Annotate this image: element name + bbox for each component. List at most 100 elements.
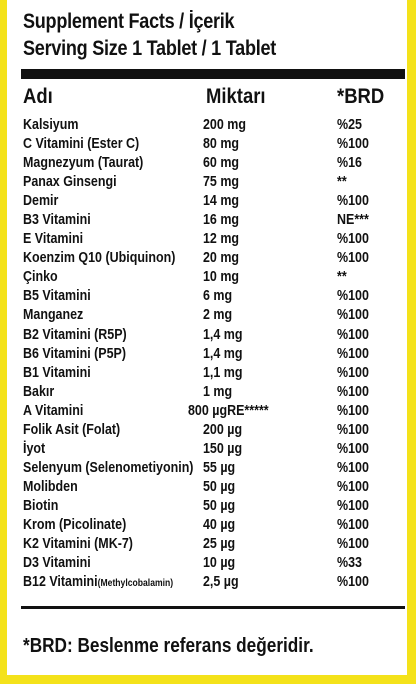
nutrient-amount: 200 mg: [203, 117, 246, 133]
nutrient-brd: %100: [337, 459, 369, 476]
nutrient-name: Koenzim Q10 (Ubiquinon): [23, 250, 176, 267]
nutrient-name: Kalsiyum: [23, 117, 79, 133]
nutrient-amount: 40 µg: [203, 516, 236, 533]
table-row: B6 Vitamini (P5P) 1,4 mg %100: [7, 345, 413, 364]
nutrient-brd: %100: [337, 345, 369, 362]
serving-size: Serving Size 1 Tablet / 1 Tablet: [23, 37, 277, 60]
nutrient-name: C Vitamini (Ester C): [23, 136, 140, 153]
nutrient-amount: 150 µg: [203, 440, 243, 457]
footer-note: *BRD: Beslenme referans değeridir.: [23, 635, 314, 657]
nutrient-brd: %25: [337, 117, 362, 133]
column-header-amount: Miktarı: [206, 85, 266, 108]
nutrient-amount: 16 mg: [203, 212, 240, 229]
nutrient-amount: 6 mg: [203, 288, 233, 305]
nutrient-brd: %100: [337, 383, 369, 400]
table-row: Koenzim Q10 (Ubiquinon) 20 mg %100: [7, 249, 413, 268]
nutrient-name: B3 Vitamini: [23, 212, 91, 229]
table-row: İyot 150 µg %100: [7, 440, 413, 459]
table-row: B2 Vitamini (R5P) 1,4 mg %100: [7, 326, 413, 345]
nutrient-brd: %16: [337, 155, 362, 172]
nutrient-amount: 800 µgRE*****: [188, 402, 269, 419]
table-row: K2 Vitamini (MK-7) 25 µg %100: [7, 535, 413, 554]
nutrient-name: Selenyum (Selenometiyonin): [23, 459, 194, 476]
nutrient-brd: NE***: [337, 212, 369, 229]
column-header-brd: *BRD: [337, 85, 385, 108]
nutrient-table: Kalsiyum 200 mg %25 C Vitamini (Ester C) 80 …: [7, 116, 413, 592]
nutrient-name: Molibden: [23, 478, 78, 495]
nutrient-amount: 50 µg: [203, 478, 236, 495]
table-row: Molibden 50 µg %100: [7, 478, 413, 497]
nutrient-brd: %100: [337, 136, 369, 153]
nutrient-amount: 2 mg: [203, 307, 233, 324]
nutrient-name-detail: (Methylcobalamin): [97, 578, 174, 590]
nutrient-amount: 200 µg: [203, 421, 243, 438]
page-title: Supplement Facts / İçerik: [23, 10, 235, 33]
nutrient-amount: 2,5 µg: [203, 574, 239, 591]
table-row: Kalsiyum 200 mg %25: [7, 116, 413, 135]
nutrient-brd: %100: [337, 250, 369, 267]
nutrient-brd: %100: [337, 231, 369, 248]
nutrient-name: B12 Vitamini(Methylcobalamin): [23, 574, 174, 591]
nutrient-brd: %100: [337, 326, 369, 343]
nutrient-name: D3 Vitamini: [23, 555, 91, 572]
nutrient-brd: %100: [337, 364, 369, 381]
nutrient-amount: 20 mg: [203, 250, 240, 267]
nutrient-amount: 50 µg: [203, 497, 236, 514]
nutrient-amount: 1,1 mg: [203, 364, 243, 381]
table-row: Bakır 1 mg %100: [7, 383, 413, 402]
nutrient-amount: 1 mg: [203, 383, 233, 400]
table-row: B5 Vitamini 6 mg %100: [7, 287, 413, 306]
nutrient-amount: 10 µg: [203, 555, 236, 572]
column-header-name: Adı: [23, 85, 53, 108]
table-row: Biotin 50 µg %100: [7, 497, 413, 516]
nutrient-brd: **: [337, 269, 347, 286]
table-row: A Vitamini 800 µgRE***** %100: [7, 402, 413, 421]
nutrient-name: B6 Vitamini (P5P): [23, 345, 127, 362]
nutrient-brd: %100: [337, 516, 369, 533]
nutrient-amount: 75 mg: [203, 174, 240, 191]
nutrient-brd: %100: [337, 402, 369, 419]
nutrient-name: A Vitamini: [23, 402, 84, 419]
nutrient-name: K2 Vitamini (MK-7): [23, 536, 133, 553]
nutrient-amount: 55 µg: [203, 459, 236, 476]
nutrient-name: E Vitamini: [23, 231, 84, 248]
nutrient-brd: %100: [337, 574, 369, 591]
nutrient-brd: %100: [337, 497, 369, 514]
nutrient-brd: %100: [337, 440, 369, 457]
table-row: Folik Asit (Folat) 200 µg %100: [7, 421, 413, 440]
nutrient-name: Krom (Picolinate): [23, 516, 127, 533]
table-row: Çinko 10 mg **: [7, 268, 413, 287]
nutrient-amount: 10 mg: [203, 269, 240, 286]
nutrient-name: Biotin: [23, 497, 59, 514]
nutrient-brd: **: [337, 174, 347, 191]
table-row: Panax Ginsengi 75 mg **: [7, 173, 413, 192]
supplement-facts-panel: Supplement Facts / İçerik Serving Size 1…: [4, 0, 410, 678]
table-row: Demir 14 mg %100: [7, 192, 413, 211]
nutrient-name: B1 Vitamini: [23, 364, 91, 381]
nutrient-brd: %100: [337, 307, 369, 324]
nutrient-brd: %33: [337, 555, 362, 572]
nutrient-name: B5 Vitamini: [23, 288, 91, 305]
table-row: Selenyum (Selenometiyonin) 55 µg %100: [7, 459, 413, 478]
thick-divider: [21, 69, 405, 79]
nutrient-amount: 1,4 mg: [203, 326, 243, 343]
nutrient-amount: 25 µg: [203, 536, 236, 553]
nutrient-brd: %100: [337, 536, 369, 553]
table-row: D3 Vitamini 10 µg %33: [7, 554, 413, 573]
table-row: B1 Vitamini 1,1 mg %100: [7, 364, 413, 383]
nutrient-name: Bakır: [23, 383, 55, 400]
table-row: E Vitamini 12 mg %100: [7, 230, 413, 249]
nutrient-brd: %100: [337, 193, 369, 210]
table-row: Manganez 2 mg %100: [7, 306, 413, 325]
table-row: B12 Vitamini(Methylcobalamin) 2,5 µg %100: [7, 573, 413, 592]
nutrient-amount: 80 mg: [203, 136, 240, 153]
nutrient-brd: %100: [337, 478, 369, 495]
footer-divider: [21, 606, 405, 609]
nutrient-brd: %100: [337, 288, 369, 305]
nutrient-name: B2 Vitamini (R5P): [23, 326, 127, 343]
table-row: B3 Vitamini 16 mg NE***: [7, 211, 413, 230]
nutrient-name: Çinko: [23, 269, 58, 286]
nutrient-amount: 60 mg: [203, 155, 240, 172]
table-row: C Vitamini (Ester C) 80 mg %100: [7, 135, 413, 154]
nutrient-name: Panax Ginsengi: [23, 174, 117, 191]
